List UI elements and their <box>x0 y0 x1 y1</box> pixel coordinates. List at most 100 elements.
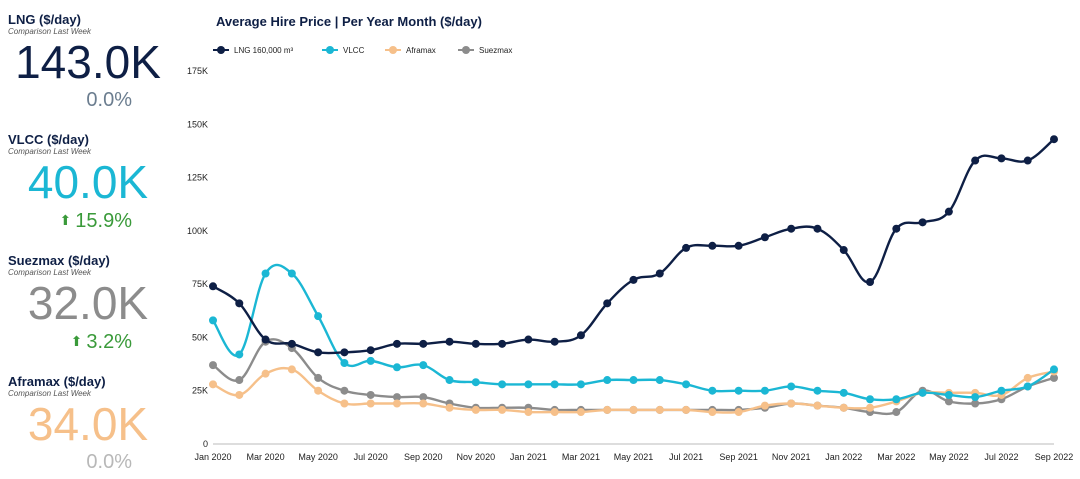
data-point <box>682 405 691 414</box>
data-point <box>366 346 375 355</box>
kpi-change-value: 15.9% <box>75 210 132 232</box>
data-point <box>287 269 296 278</box>
data-point <box>629 275 638 284</box>
data-point <box>209 361 217 370</box>
data-point <box>261 335 270 344</box>
y-tick-label: 150K <box>187 119 208 129</box>
data-point <box>892 395 901 404</box>
data-point <box>314 373 323 382</box>
kpi-subtitle: Comparison Last Week <box>8 27 91 36</box>
kpi-change: 0.0% <box>8 89 132 111</box>
data-point <box>366 356 375 365</box>
data-point <box>603 376 612 385</box>
x-tick-label: Mar 2021 <box>562 452 600 462</box>
data-point <box>261 269 270 278</box>
data-point <box>629 405 638 414</box>
data-point <box>1050 365 1058 374</box>
data-point <box>603 299 612 308</box>
data-point <box>576 408 585 417</box>
data-point <box>892 408 901 417</box>
y-tick-label: 25K <box>192 386 208 396</box>
data-point <box>1050 373 1058 382</box>
kpi-change: ⬆ 15.9% <box>8 209 132 232</box>
data-point <box>1023 382 1032 391</box>
kpi-change: ⬆ 3.2% <box>8 330 132 353</box>
data-point <box>366 399 375 408</box>
data-point <box>314 348 323 357</box>
data-point <box>1023 373 1032 382</box>
data-point <box>340 348 349 357</box>
kpi-card-aframax: Aframax ($/day) Comparison Last Week 34.… <box>8 374 178 473</box>
y-tick-label: 100K <box>187 226 208 236</box>
series-layer <box>209 135 1058 417</box>
x-tick-label: Sep 2022 <box>1035 452 1074 462</box>
x-axis: Jan 2020 Mar 2020 May 2020 Jul 2020 Sep 2020… <box>194 443 1074 462</box>
series-vlcc <box>209 263 1058 404</box>
data-point <box>787 399 796 408</box>
x-tick-label: Jul 2021 <box>669 452 703 462</box>
kpi-subtitle: Comparison Last Week <box>8 389 91 398</box>
data-point <box>760 233 769 242</box>
kpi-title: Suezmax ($/day) <box>8 253 110 268</box>
legend-item-suezmax: Suezmax <box>458 46 512 55</box>
data-point <box>944 207 953 216</box>
data-point <box>866 395 875 404</box>
y-tick-label: 175K <box>187 66 208 76</box>
x-tick-label: May 2020 <box>298 452 338 462</box>
data-point <box>655 269 664 278</box>
data-point <box>971 156 980 165</box>
data-point <box>550 337 559 346</box>
data-point <box>734 408 743 417</box>
x-tick-label: Mar 2022 <box>877 452 915 462</box>
x-tick-label: Mar 2020 <box>247 452 285 462</box>
y-tick-label: 50K <box>192 332 208 342</box>
kpi-title: LNG ($/day) <box>8 12 81 27</box>
data-point <box>655 405 664 414</box>
data-point <box>366 390 375 399</box>
x-tick-label: Jan 2021 <box>510 452 547 462</box>
legend-item-aframax: Aframax <box>385 46 436 55</box>
data-point <box>576 331 585 340</box>
data-point <box>866 278 875 287</box>
data-point <box>445 376 454 385</box>
data-point <box>866 403 875 412</box>
data-point <box>734 241 743 250</box>
data-point <box>419 399 428 408</box>
data-point <box>445 403 454 412</box>
data-point <box>997 154 1006 163</box>
legend-marker <box>389 46 397 54</box>
kpi-title: Aframax ($/day) <box>8 374 106 389</box>
data-point <box>734 386 743 395</box>
data-point <box>498 380 507 389</box>
data-point <box>340 386 349 395</box>
data-point <box>682 243 691 252</box>
kpi-card-lng: LNG ($/day) Comparison Last Week 143.0K … <box>8 12 178 111</box>
kpi-change-value: 0.0% <box>86 89 132 111</box>
data-point <box>944 390 953 399</box>
data-point <box>498 405 507 414</box>
data-point <box>209 282 217 291</box>
legend-label: Aframax <box>406 46 436 55</box>
x-tick-label: Sep 2021 <box>719 452 758 462</box>
data-point <box>787 224 796 233</box>
data-point <box>471 339 480 348</box>
data-point <box>235 350 244 359</box>
kpi-value: 40.0K <box>27 156 149 208</box>
data-point <box>892 224 901 233</box>
data-point <box>760 401 769 410</box>
arrow-up-icon: ⬆ <box>59 212 72 228</box>
legend-item-lng: LNG 160,000 m³ <box>213 46 293 55</box>
x-tick-label: Nov 2021 <box>772 452 811 462</box>
data-point <box>392 393 401 402</box>
data-point <box>392 339 401 348</box>
data-point <box>419 339 428 348</box>
y-tick-label: 75K <box>192 279 208 289</box>
chart-title: Average Hire Price | Per Year Month ($/d… <box>216 14 482 29</box>
data-point <box>261 369 270 378</box>
kpi-subtitle: Comparison Last Week <box>8 268 91 277</box>
data-point <box>971 399 980 408</box>
data-point <box>813 386 822 395</box>
data-point <box>944 397 953 406</box>
data-point <box>708 386 717 395</box>
kpi-value: 143.0K <box>15 36 161 88</box>
